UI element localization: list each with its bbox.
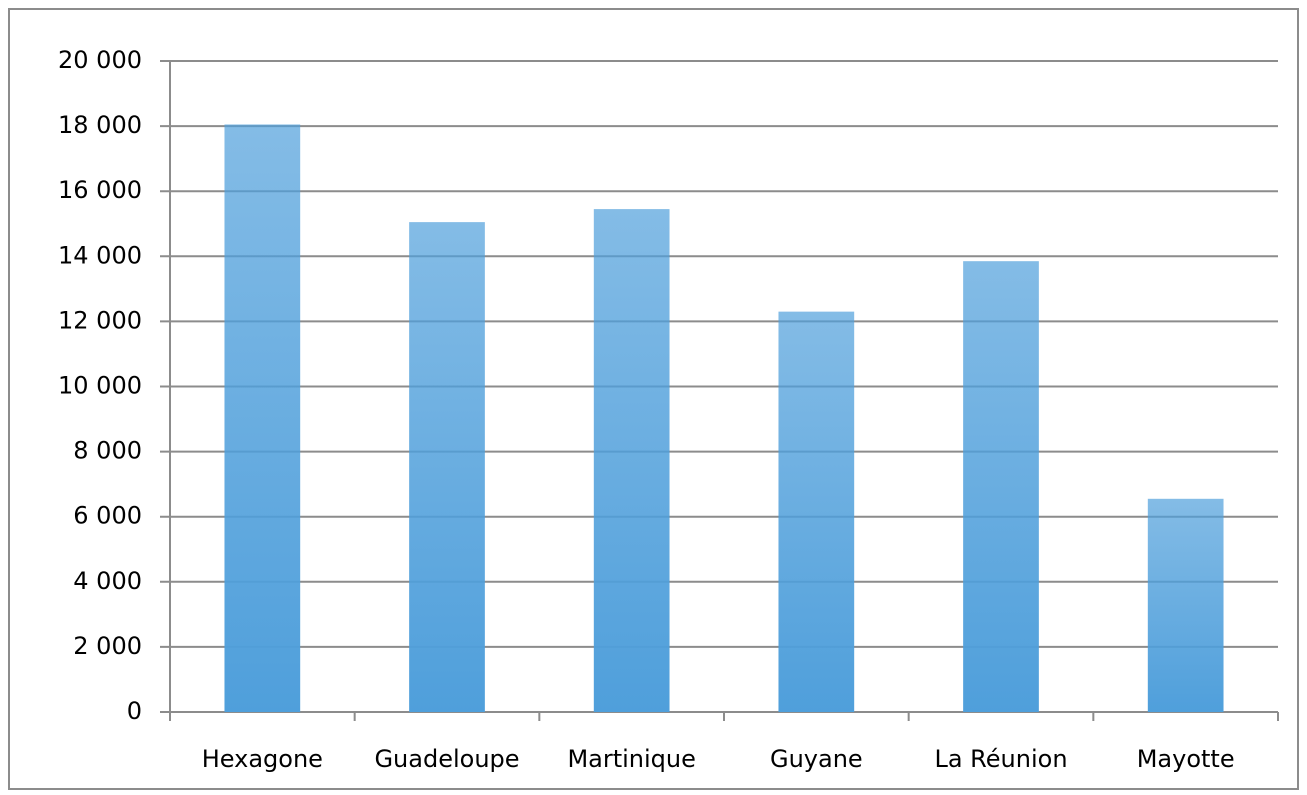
y-tick-label: 14 000 (58, 241, 142, 269)
x-tick-label: La Réunion (934, 745, 1067, 773)
y-tick-label: 6 000 (73, 502, 142, 530)
y-tick-label: 0 (127, 697, 142, 725)
x-tick-label: Hexagone (202, 745, 323, 773)
y-tick-label: 2 000 (73, 632, 142, 660)
bar (224, 124, 301, 712)
bar (1147, 498, 1224, 712)
y-tick-label: 12 000 (58, 306, 142, 334)
x-tick-label: Mayotte (1137, 745, 1235, 773)
x-tick-label: Guadeloupe (374, 745, 519, 773)
x-tick-label: Guyane (770, 745, 863, 773)
bar (963, 261, 1039, 712)
bar (409, 222, 485, 712)
chart-border (8, 8, 1299, 790)
y-tick-label: 20 000 (58, 46, 142, 74)
y-tick-label: 8 000 (73, 437, 142, 465)
x-tick-label: Martinique (567, 745, 695, 773)
y-tick-label: 16 000 (58, 176, 142, 204)
y-tick-label: 18 000 (58, 111, 142, 139)
bar (593, 209, 670, 713)
bar (778, 311, 855, 712)
y-tick-label: 4 000 (73, 567, 142, 595)
y-tick-label: 10 000 (58, 372, 142, 400)
